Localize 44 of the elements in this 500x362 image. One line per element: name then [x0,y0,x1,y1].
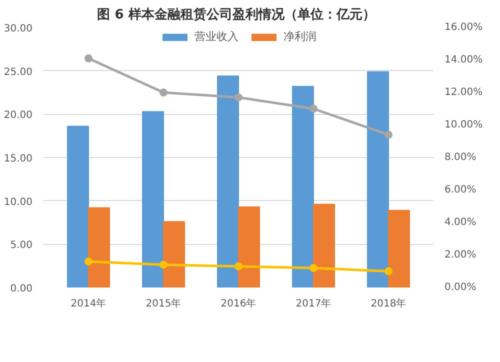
bar [388,210,410,288]
point [310,264,318,272]
point [234,93,242,102]
x-tick-label: 2016年 [220,298,256,310]
point [234,262,242,270]
y2-tick-label: 10.00% [444,120,483,130]
bar [88,207,110,288]
x-tick-label: 2017年 [296,298,332,310]
y-tick-label: 30.00 [4,24,33,34]
point [84,258,92,266]
y2-tick-label: 8.00% [444,152,476,163]
bar [142,111,164,288]
y-tick-label: 0.00 [10,284,32,294]
x-tick-label: 2014年 [70,298,106,310]
chart-title: 图 6 样本金融租赁公司盈利情况（单位：亿元） [97,6,376,22]
y-tick-label: 15.00 [4,154,33,164]
x-tick-label: 2018年 [370,298,406,310]
legend-label: 净利润 [284,29,316,44]
legend-label: 营业收入 [194,29,238,44]
point [160,260,168,269]
bar [313,204,335,288]
y2-tick-label: 14.00% [444,54,483,66]
point [160,88,168,96]
bar [163,221,185,288]
y2-tick-label: 4.00% [444,217,476,228]
y-tick-label: 10.00 [4,196,33,208]
y2-tick-label: 0.00% [444,282,476,293]
y-tick-label: 20.00 [4,110,33,122]
x-tick-label: 2015年 [146,298,182,310]
y-tick-label: 5.00 [10,240,32,252]
y2-tick-label: 12.00% [444,87,483,98]
y2-tick-label: 2.00% [444,250,476,260]
bar [217,76,239,288]
bar [292,86,314,288]
y2-tick-label: 6.00% [444,184,476,196]
y2-tick-label: 16.00% [444,22,483,33]
point [384,267,392,276]
point [384,130,392,139]
bar [367,71,389,288]
y-tick-label: 25.00 [4,66,33,78]
bar [67,126,89,288]
point [310,104,318,113]
bar [238,206,260,288]
point [84,54,92,62]
